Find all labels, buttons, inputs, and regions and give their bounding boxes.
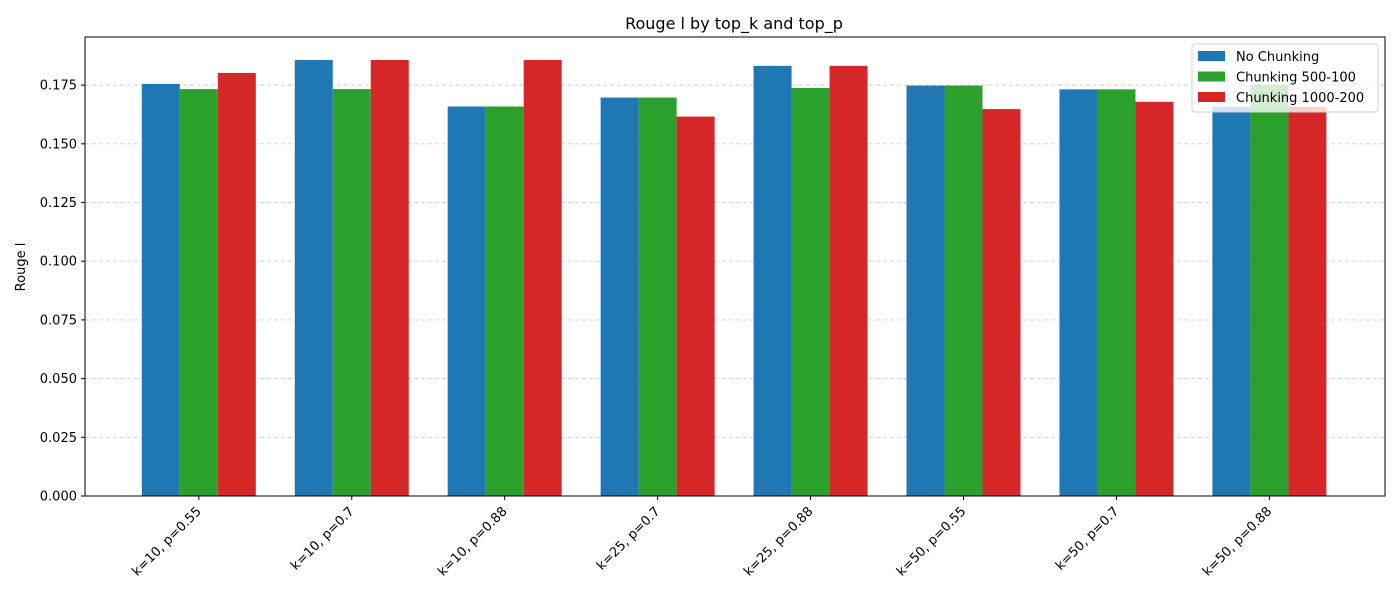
legend-swatch (1198, 71, 1225, 82)
bar (523, 60, 562, 496)
legend-label: No Chunking (1236, 50, 1319, 65)
plot-frame (84, 36, 1386, 497)
x-tick-label: k=50, p=0.88 (1200, 504, 1275, 579)
y-tick-label: 0.075 (40, 313, 77, 328)
y-axis-label: Rouge l (14, 243, 29, 292)
bar (1097, 89, 1136, 497)
x-tick-label: k=10, p=0.55 (129, 504, 204, 579)
y-tick-label: 0.150 (40, 137, 77, 152)
bar (982, 109, 1021, 497)
y-tick-label: 0.000 (40, 490, 77, 505)
grid-lines (85, 84, 1385, 497)
y-tick-label: 0.025 (40, 431, 77, 446)
y-tick-label: 0.125 (40, 196, 77, 211)
bar (676, 116, 715, 496)
bar (944, 85, 983, 496)
x-tick-label: k=25, p=0.7 (594, 504, 663, 573)
x-tick-label: k=50, p=0.55 (894, 504, 969, 579)
x-tick-label: k=10, p=0.7 (288, 504, 357, 573)
x-tick-label: k=10, p=0.88 (435, 504, 510, 579)
chart-title: Rouge l by top_k and top_p (625, 14, 843, 34)
y-tick-label: 0.100 (40, 255, 77, 270)
bar (600, 97, 639, 496)
bar (829, 65, 868, 496)
y-tick-label: 0.175 (40, 79, 77, 94)
legend-box (1191, 43, 1379, 113)
x-tick-label: k=25, p=0.88 (741, 504, 816, 579)
bar (1059, 89, 1098, 497)
bar (447, 106, 486, 496)
bar (906, 85, 945, 496)
bar (485, 106, 524, 496)
bar (791, 87, 830, 497)
legend-label: Chunking 500-100 (1236, 71, 1356, 86)
bars (141, 60, 1327, 497)
bar (1288, 106, 1327, 496)
y-tick-label: 0.050 (40, 372, 77, 387)
bar (141, 83, 180, 497)
bar (1212, 106, 1251, 496)
bar (638, 97, 677, 496)
bar (217, 72, 256, 496)
legend-swatch (1198, 92, 1225, 102)
bar (370, 60, 409, 496)
bar (753, 65, 792, 496)
legend-swatch (1198, 51, 1225, 61)
x-tick-label: k=50, p=0.7 (1053, 504, 1122, 573)
bar (1135, 101, 1174, 497)
legend-label: Chunking 1000-200 (1236, 91, 1364, 106)
bar (179, 89, 218, 497)
bar (332, 89, 371, 497)
bar (1250, 84, 1289, 497)
legend: No Chunking Chunking 500-100 Chunking 1000… (1191, 43, 1379, 113)
bar (294, 60, 333, 496)
